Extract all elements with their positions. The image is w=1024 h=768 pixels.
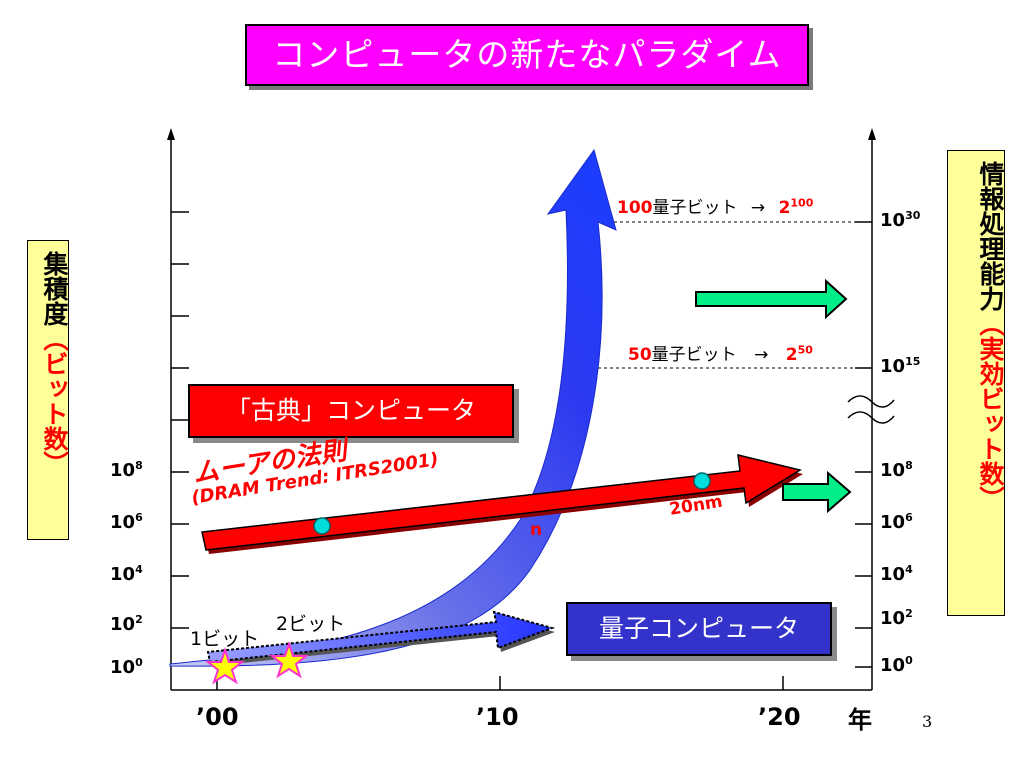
x-label-2020: ’20: [758, 703, 801, 731]
right-axis-label-sub: （実効ビット数）: [976, 311, 1005, 511]
classic-computer-box: 「古典」コンピュータ: [188, 384, 514, 438]
right-tick-1e0: 100: [880, 654, 913, 676]
moore-point-2: [693, 472, 711, 490]
right-axis: [580, 128, 895, 690]
left-axis: [167, 128, 189, 690]
bit1-star-icon: [205, 646, 245, 685]
right-tick-1e8: 108: [880, 459, 913, 481]
left-tick-1e8: 108: [110, 459, 143, 481]
x-label-2000: ’00: [196, 703, 239, 731]
left-axis-label-sub: （ビット数）: [40, 326, 69, 476]
left-axis-label-main: 集積度: [40, 251, 69, 326]
right-axis-label-main: 情報処理能力: [976, 161, 1005, 311]
moore-law-arrow: [201, 454, 803, 554]
left-tick-1e6: 106: [110, 511, 143, 533]
qubits-50-label: 50量子ビット → 250: [628, 343, 813, 365]
x-label-2010: ’10: [476, 703, 519, 731]
bit2-star-icon: [269, 640, 309, 679]
node-partial-label: n: [530, 520, 543, 540]
green-arrow-upper: [695, 278, 848, 320]
left-tick-1e2: 102: [110, 613, 143, 635]
bit2-label: 2ビット: [276, 613, 346, 635]
right-tick-1e6: 106: [880, 511, 913, 533]
right-axis-label: 情報処理能力（実効ビット数）: [947, 150, 1005, 616]
quantum-computer-box: 量子コンピュータ: [566, 602, 832, 656]
qubit-arrow: [206, 610, 556, 666]
page-number: 3: [922, 712, 933, 731]
left-tick-1e0: 100: [110, 656, 143, 678]
bit1-label: 1ビット: [190, 628, 260, 650]
qubits-100-label: 100量子ビット → 2100: [617, 196, 814, 218]
right-tick-1e15: 1015: [880, 355, 921, 377]
green-arrow-lower: [782, 470, 852, 514]
moore-point-1: [313, 517, 331, 535]
slide-title: コンピュータの新たなパラダイム: [245, 24, 809, 86]
right-tick-1e2: 102: [880, 607, 913, 629]
left-tick-1e4: 104: [110, 563, 143, 585]
x-axis-unit: 年: [848, 706, 872, 734]
right-tick-1e4: 104: [880, 563, 913, 585]
x-axis: [171, 676, 872, 691]
right-tick-1e30: 1030: [880, 209, 921, 231]
left-axis-label: 集積度（ビット数）: [27, 240, 69, 540]
